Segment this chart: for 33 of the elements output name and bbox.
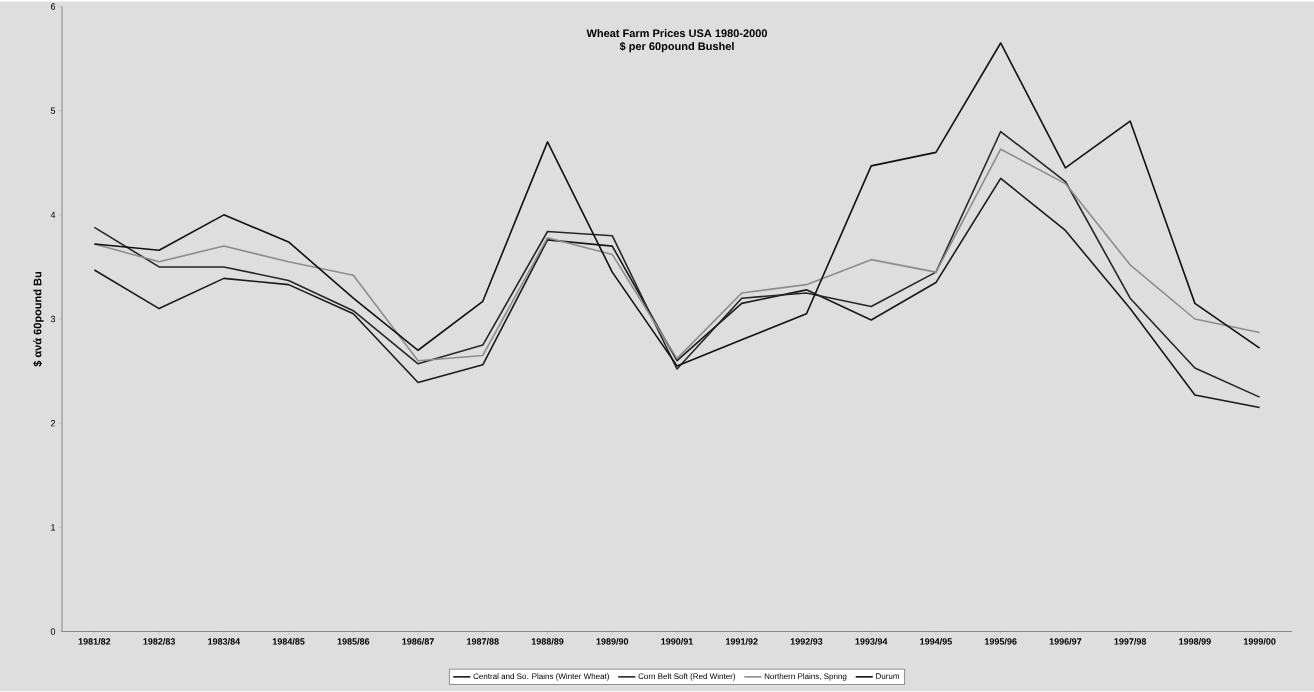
x-tick-label: 1982/83 bbox=[143, 638, 176, 645]
legend-label: Central and So. Plains (Winter Wheat) bbox=[473, 673, 609, 681]
text: $ per 60pound Bushel bbox=[619, 42, 734, 53]
x-tick-label: 1984/85 bbox=[272, 638, 305, 645]
legend-label: Corn Belt Soft (Red Winter) bbox=[638, 673, 735, 681]
y-tick-label: 0 bbox=[50, 628, 56, 635]
y-tick-label: 1 bbox=[51, 524, 56, 531]
x-tick-label: 1989/90 bbox=[596, 638, 629, 645]
x-tick-label: 1986/87 bbox=[402, 638, 434, 645]
x-tick-label: 1983/84 bbox=[208, 638, 241, 645]
y-tick-label: 6 bbox=[50, 3, 56, 10]
x-tick-label: 1998/99 bbox=[1179, 638, 1211, 645]
x-tick-label: 1993/94 bbox=[855, 638, 888, 645]
x-tick-label: 1991/92 bbox=[726, 638, 758, 645]
x-tick-label: 1996/97 bbox=[1049, 638, 1082, 645]
x-tick-label: 1997/98 bbox=[1114, 638, 1147, 645]
x-tick-label: 1990/91 bbox=[661, 638, 693, 645]
x-tick-label: 1995/96 bbox=[984, 638, 1017, 645]
y-tick-label: 5 bbox=[50, 107, 56, 115]
y-tick-label: 4 bbox=[50, 211, 56, 219]
y-tick-label: 2 bbox=[50, 420, 56, 427]
text: Wheat Farm Prices USA 1980-2000 bbox=[586, 29, 767, 38]
y-tick-label: 3 bbox=[50, 316, 56, 323]
x-tick-label: 1992/93 bbox=[790, 638, 823, 645]
x-tick-label: 1981/82 bbox=[78, 638, 111, 645]
x-tick-label: 1988/89 bbox=[531, 638, 564, 645]
x-tick-label: 1987/88 bbox=[467, 638, 499, 645]
legend-label: Northern Plains, Spring bbox=[764, 673, 847, 681]
x-tick-label: 1985/86 bbox=[337, 638, 370, 645]
y-axis-title: $ ανά 60pound Bu bbox=[33, 272, 44, 367]
x-tick-label: 1999/00 bbox=[1243, 638, 1276, 645]
legend-label: Durum bbox=[876, 673, 900, 680]
x-tick-label: 1994/95 bbox=[920, 638, 952, 645]
